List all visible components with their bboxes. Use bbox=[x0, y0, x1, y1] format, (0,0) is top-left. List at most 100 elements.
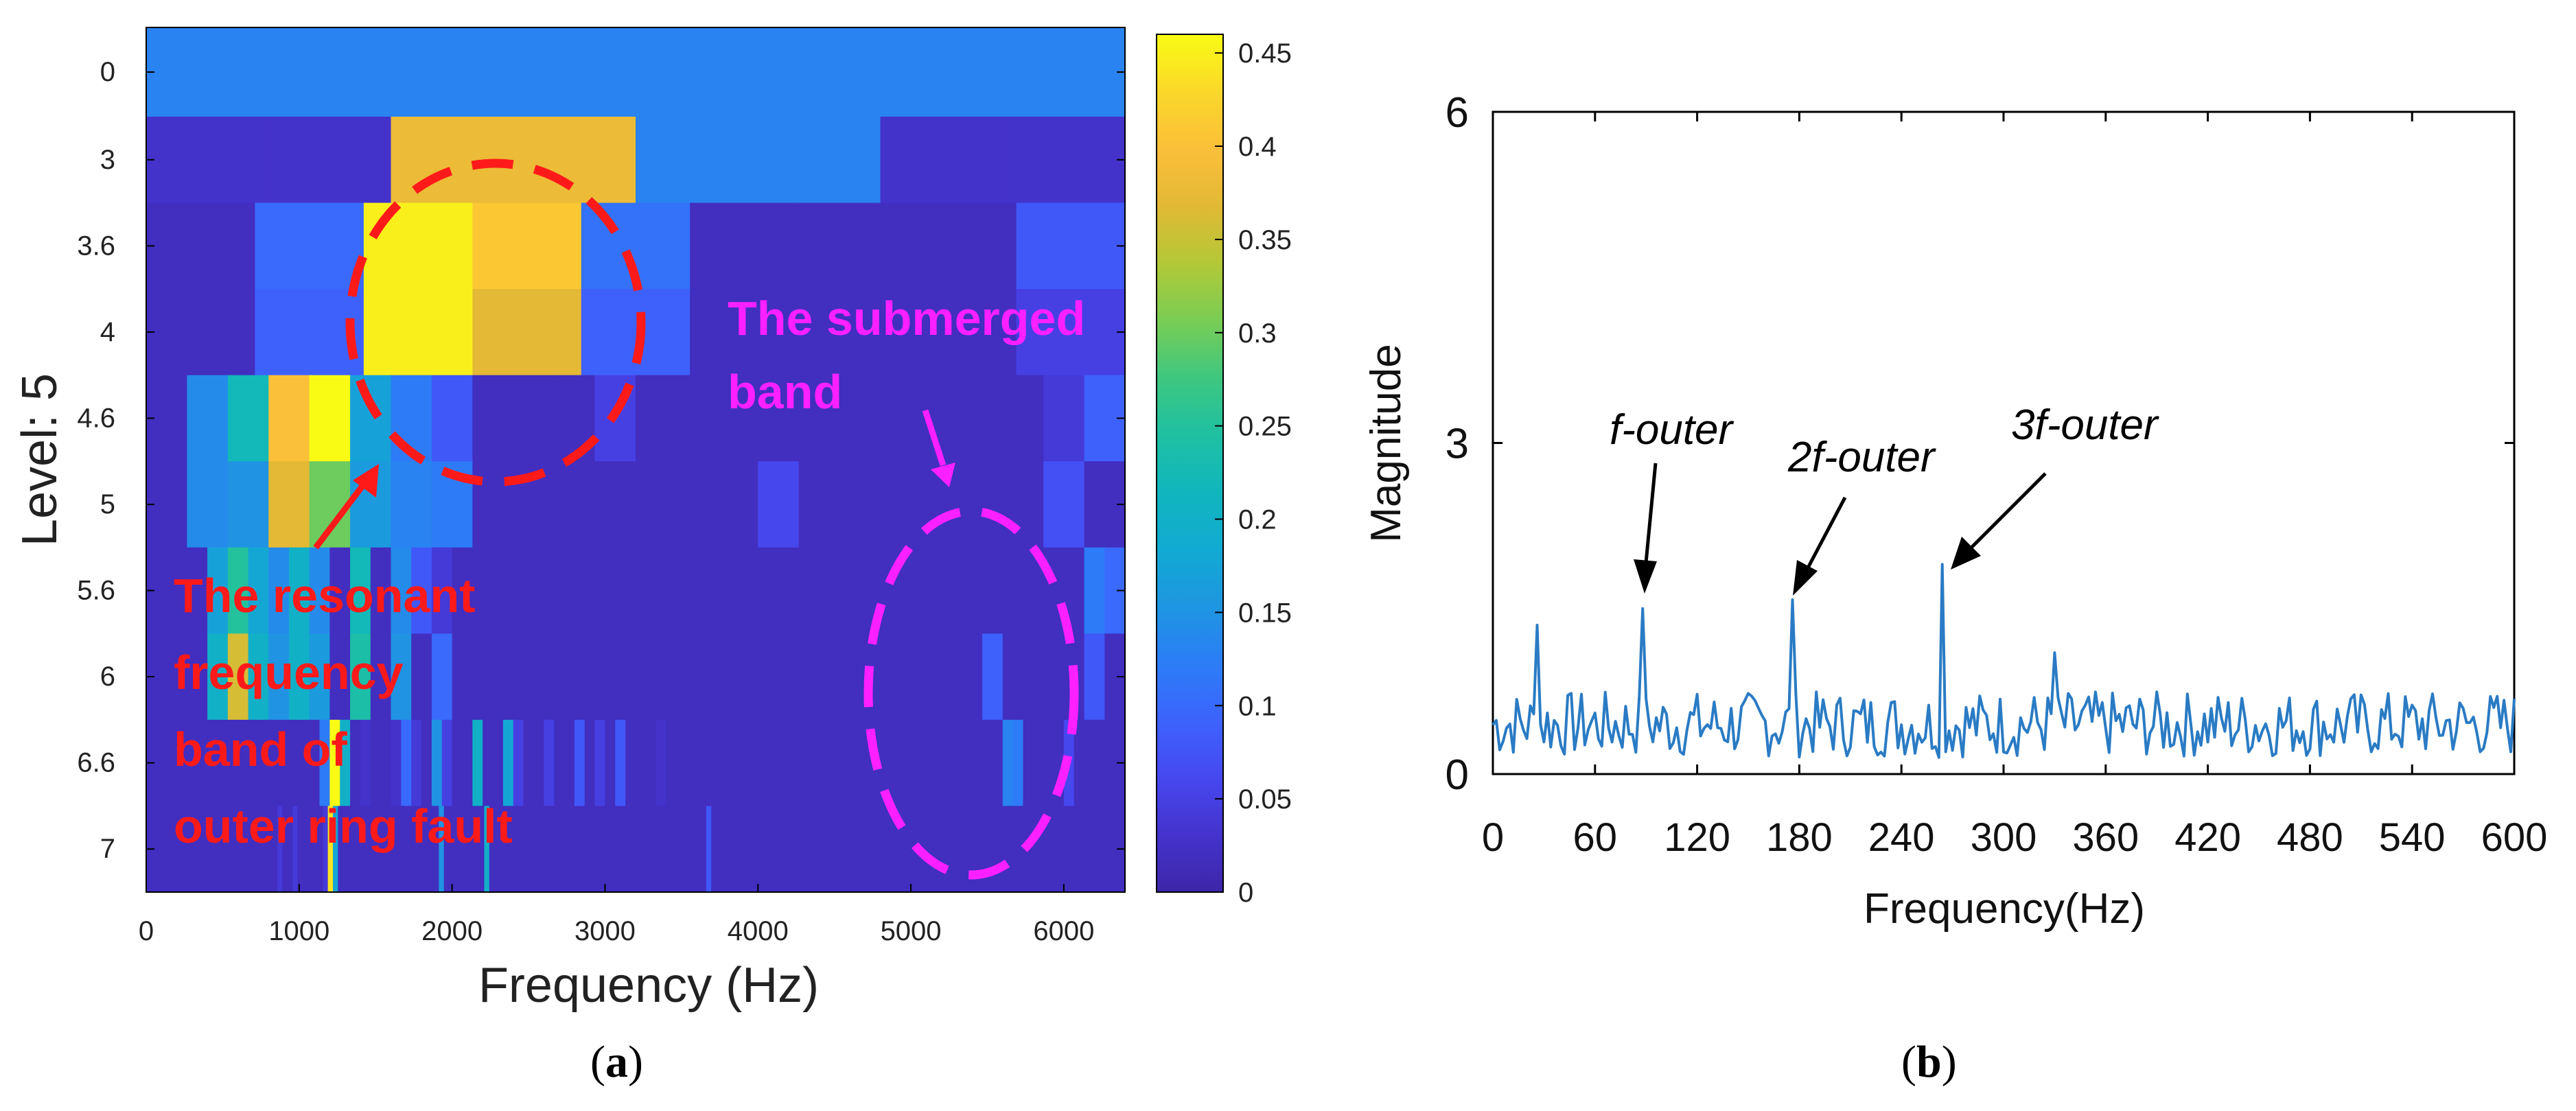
colorbar-tick-label: 0.15 bbox=[1238, 598, 1292, 628]
heatmap-cell bbox=[146, 117, 269, 204]
peak-arrow-3f bbox=[1969, 472, 2047, 550]
heatmap-cell bbox=[1043, 719, 1054, 807]
heatmap-cell bbox=[788, 719, 800, 807]
heatmap-cell bbox=[758, 375, 800, 462]
heatmap-cell bbox=[798, 289, 908, 376]
heatmap-cell bbox=[697, 633, 718, 721]
heatmap-cell bbox=[207, 806, 213, 893]
heatmap-cell bbox=[368, 806, 374, 893]
heatmap-cell bbox=[630, 806, 636, 893]
heatmap-cell bbox=[993, 806, 999, 893]
heatmap-cell bbox=[839, 547, 861, 634]
heatmap-cell bbox=[544, 719, 555, 807]
heatmap-cell bbox=[717, 375, 758, 462]
heatmap-cell bbox=[332, 806, 338, 893]
heatmap-cell bbox=[373, 806, 379, 893]
heatmap-cell bbox=[721, 806, 727, 893]
heatmap-cell bbox=[248, 547, 269, 634]
colorbar-tick-label: 0.2 bbox=[1238, 505, 1277, 535]
heatmap-cell bbox=[411, 547, 432, 634]
heatmap-cell bbox=[903, 806, 909, 893]
heatmap-cell bbox=[645, 806, 651, 893]
heatmap-cell bbox=[758, 117, 881, 204]
heatmap-cell bbox=[907, 806, 914, 893]
peak-arrow-2f bbox=[1803, 496, 1847, 574]
heatmap-cell bbox=[948, 806, 954, 893]
heatmap-cell bbox=[454, 806, 460, 893]
heatmap-cell bbox=[255, 202, 364, 290]
heatmap-cell bbox=[443, 806, 450, 893]
peak-label-2f: 2f-outer bbox=[1787, 434, 1936, 481]
heatmap-cell bbox=[771, 806, 778, 893]
heatmap-cell bbox=[911, 719, 922, 807]
heatmap-cell bbox=[533, 719, 544, 807]
heatmap-cell bbox=[329, 719, 340, 807]
heatmap-cell bbox=[268, 633, 290, 721]
heatmap-cell bbox=[1002, 633, 1024, 721]
heatmap-cell bbox=[431, 719, 443, 807]
heatmap-cell bbox=[146, 289, 256, 376]
peak-arrow-f bbox=[1644, 463, 1658, 563]
heatmap-cell bbox=[1074, 719, 1085, 807]
heatmap-cell bbox=[441, 719, 453, 807]
heatmap-panel: 0 3 3.6 4 4.6 5 5.6 6 6.6 7 0 1000 2000 3000 4000 5000… bbox=[12, 27, 1292, 1013]
heatmap-cell bbox=[287, 806, 293, 893]
heatmap-cell bbox=[1023, 633, 1044, 721]
heatmap-cell bbox=[741, 806, 747, 893]
spectrum-x-label: Frequency(Hz) bbox=[1864, 885, 2145, 933]
heatmap-cell bbox=[812, 806, 818, 893]
heatmap-y-label: Level: 5 bbox=[12, 373, 67, 546]
heatmap-cell bbox=[472, 289, 582, 376]
colorbar bbox=[1156, 34, 1224, 893]
heatmap-cell bbox=[574, 633, 596, 721]
heatmap-cell bbox=[1003, 806, 1010, 893]
heatmap-cell bbox=[807, 806, 813, 893]
heatmap-cell bbox=[329, 633, 351, 721]
colorbar-tick-label: 0.35 bbox=[1238, 225, 1292, 255]
heatmap-cell bbox=[984, 806, 990, 893]
heatmap-cell bbox=[423, 806, 430, 893]
heatmap-cell bbox=[493, 719, 504, 807]
heatmap-cell bbox=[1029, 806, 1035, 893]
heatmap-cell bbox=[962, 375, 1003, 462]
heatmap-cell bbox=[697, 719, 708, 807]
submerged-arrow-shaft bbox=[922, 409, 947, 467]
heatmap-cell bbox=[1084, 719, 1095, 807]
heatmap-cell bbox=[1002, 375, 1044, 462]
heatmap-cell bbox=[928, 806, 934, 893]
heatmap-cell bbox=[778, 547, 800, 634]
heatmap-cell bbox=[797, 806, 803, 893]
heatmap-x-tick-label: 5000 bbox=[881, 916, 942, 946]
heatmap-cell bbox=[862, 806, 868, 893]
heatmap-cell bbox=[943, 806, 949, 893]
heatmap-cell bbox=[288, 719, 300, 807]
heatmap-cell bbox=[309, 633, 330, 721]
heatmap-cell bbox=[731, 806, 737, 893]
heatmap-cell bbox=[671, 806, 677, 893]
heatmap-cell bbox=[539, 806, 546, 893]
heatmap-cell bbox=[651, 806, 656, 893]
submerged-text-line: The submerged bbox=[728, 292, 1085, 345]
heatmap-cell bbox=[697, 547, 718, 634]
heatmap-y-tick-label: 4.6 bbox=[77, 403, 115, 433]
heatmap-cell bbox=[933, 806, 939, 893]
heatmap-cell bbox=[277, 806, 283, 893]
heatmap-cell bbox=[1084, 806, 1091, 893]
heatmap-cell bbox=[171, 806, 177, 893]
spectrum-x-tick-label: 420 bbox=[2174, 815, 2241, 860]
heatmap-cell bbox=[839, 633, 861, 721]
heatmap-cell bbox=[747, 719, 758, 807]
spectrum-x-ticks: 0 60 120 180 240 300 360 420 480 540 600 bbox=[1482, 112, 2547, 860]
heatmap-cell bbox=[758, 461, 800, 548]
heatmap-cell bbox=[1104, 806, 1111, 893]
heatmap-cell bbox=[370, 547, 392, 634]
heatmap-cell bbox=[798, 375, 840, 462]
heatmap-cells bbox=[146, 27, 1126, 893]
heatmap-cell bbox=[494, 806, 500, 893]
heatmap-cell bbox=[207, 547, 229, 634]
heatmap-cell bbox=[452, 547, 473, 634]
heatmap-y-tick-label: 7 bbox=[100, 834, 115, 864]
heatmap-cell bbox=[839, 375, 881, 462]
submerged-arrow-head bbox=[931, 463, 955, 487]
heatmap-cell bbox=[499, 806, 505, 893]
